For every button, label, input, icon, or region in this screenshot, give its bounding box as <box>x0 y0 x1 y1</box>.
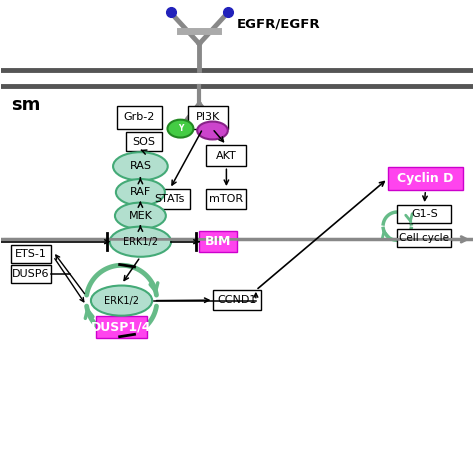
Ellipse shape <box>115 202 166 229</box>
FancyBboxPatch shape <box>11 265 51 283</box>
FancyBboxPatch shape <box>199 231 237 252</box>
Ellipse shape <box>197 121 228 139</box>
Ellipse shape <box>110 227 171 257</box>
Text: Cyclin D: Cyclin D <box>397 172 454 185</box>
FancyBboxPatch shape <box>206 189 246 209</box>
FancyBboxPatch shape <box>150 189 190 209</box>
Text: CCND1: CCND1 <box>217 295 257 305</box>
Text: STATs: STATs <box>155 194 185 204</box>
Ellipse shape <box>113 152 168 181</box>
Ellipse shape <box>167 119 193 137</box>
Text: Y: Y <box>178 124 183 133</box>
Ellipse shape <box>91 285 152 316</box>
Text: Grb-2: Grb-2 <box>124 112 155 122</box>
Text: DUSP6: DUSP6 <box>12 269 50 279</box>
FancyBboxPatch shape <box>213 290 261 310</box>
Text: SOS: SOS <box>132 137 155 147</box>
Text: sm: sm <box>11 96 40 114</box>
Text: EGFR/EGFR: EGFR/EGFR <box>237 18 320 31</box>
FancyBboxPatch shape <box>397 205 451 223</box>
Text: BIM: BIM <box>205 235 231 248</box>
FancyBboxPatch shape <box>11 245 51 263</box>
Text: MEK: MEK <box>128 211 152 221</box>
Text: PI3K: PI3K <box>195 112 219 122</box>
Text: ERK1/2: ERK1/2 <box>104 296 139 306</box>
Text: RAS: RAS <box>129 161 151 171</box>
Text: Cell cycle: Cell cycle <box>399 233 449 244</box>
Text: AKT: AKT <box>216 151 237 161</box>
FancyBboxPatch shape <box>397 229 451 247</box>
Text: mTOR: mTOR <box>210 194 244 204</box>
Text: ETS-1: ETS-1 <box>15 249 47 259</box>
FancyBboxPatch shape <box>126 132 162 151</box>
FancyBboxPatch shape <box>188 106 228 128</box>
FancyBboxPatch shape <box>206 145 246 166</box>
Text: G1-S: G1-S <box>411 209 438 219</box>
Text: RAF: RAF <box>130 187 151 197</box>
FancyBboxPatch shape <box>388 167 463 190</box>
Text: ERK1/2: ERK1/2 <box>123 237 158 246</box>
FancyBboxPatch shape <box>117 106 162 128</box>
Text: DUSP1/4: DUSP1/4 <box>91 320 152 334</box>
FancyBboxPatch shape <box>96 316 147 338</box>
Ellipse shape <box>116 179 165 205</box>
